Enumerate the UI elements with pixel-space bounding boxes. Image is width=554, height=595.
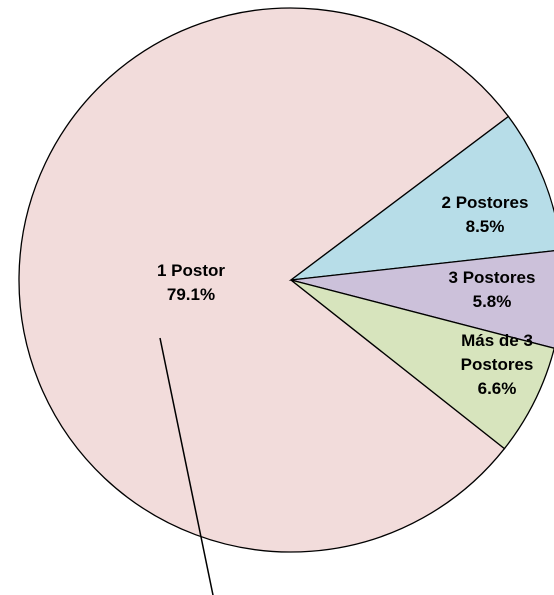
slice-label: 2 Postores 8.5%: [420, 191, 550, 239]
value-label: 8.5%: [465, 217, 505, 236]
category-label: 3 Postores: [448, 268, 536, 287]
value-label: 6.6%: [477, 379, 517, 398]
pie-slice: [290, 250, 554, 349]
slice-label: Más de 3 Postores 6.6%: [447, 329, 547, 401]
slice-label: 3 Postores 5.8%: [427, 266, 554, 314]
value-label: 79.1%: [166, 285, 216, 304]
pie-slice: [288, 115, 554, 281]
category-label: 1 Postor: [156, 261, 226, 280]
slice-label: 1 Postor 79.1%: [121, 259, 261, 307]
leader-line: [159, 337, 214, 595]
pie-slice: [18, 7, 510, 553]
category-label: 2 Postores: [441, 193, 529, 212]
value-label: 5.8%: [472, 292, 512, 311]
category-label: Más de 3 Postores: [460, 331, 534, 374]
